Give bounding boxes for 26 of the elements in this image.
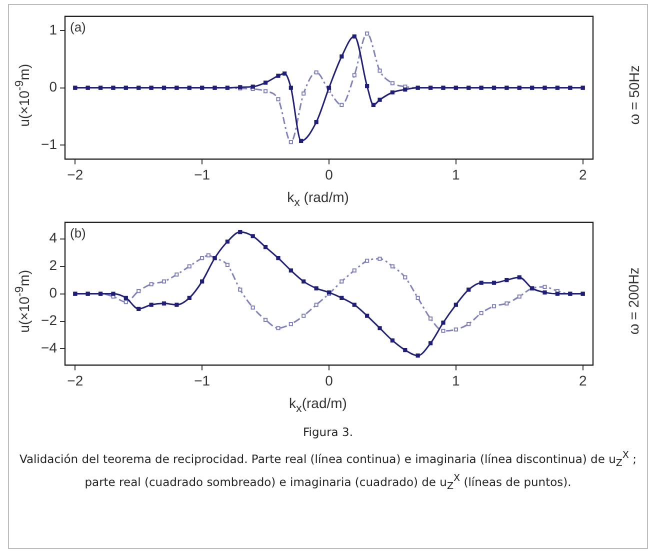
y2-axis-title: ω = 200Hz bbox=[626, 267, 642, 335]
x-tick-label: 0 bbox=[325, 372, 334, 388]
x-axis-title: k$_{x}$(rad/m) bbox=[288, 395, 348, 415]
x-tick-label: 2 bbox=[578, 166, 587, 182]
y-tick-label: 1 bbox=[49, 22, 58, 38]
x-tick-label: 1 bbox=[452, 372, 460, 388]
x-tick-label: 0 bbox=[325, 166, 334, 182]
x-tick-label: −1 bbox=[194, 372, 210, 388]
y-tick-label: 2 bbox=[49, 257, 58, 274]
y-tick-label: 0 bbox=[49, 78, 58, 95]
x-tick-label: −2 bbox=[67, 372, 84, 388]
x-axis-title: k$_{x}$ (rad/m) bbox=[286, 189, 350, 209]
x-tick-label: −2 bbox=[67, 166, 84, 182]
y-tick-label: −2 bbox=[41, 312, 58, 328]
annotation: (b) bbox=[70, 225, 86, 240]
y-tick-label: −4 bbox=[41, 340, 58, 356]
y-tick-label: 0 bbox=[49, 284, 58, 301]
text: Figura 3. bbox=[302, 424, 354, 441]
y2-axis-title: ω = 50Hz bbox=[626, 65, 642, 125]
x-tick-label: −1 bbox=[194, 166, 210, 182]
x-tick-label: 1 bbox=[452, 166, 460, 182]
annotation: (a) bbox=[70, 19, 86, 34]
y-tick-label: 4 bbox=[49, 230, 58, 246]
y-tick-label: −1 bbox=[41, 136, 58, 152]
text: Validación del teorema de reciprocidad. Parte real (línea continua) e imaginaria (línea discontinua) de u$_{Z}$$^{X}$ ; parte real (cuadrado sombreado) e imaginaria (cuadrado) de u$_{Z}$$^{X}$ (líneas de puntos). bbox=[19, 450, 637, 492]
x-tick-label: 2 bbox=[578, 372, 587, 388]
